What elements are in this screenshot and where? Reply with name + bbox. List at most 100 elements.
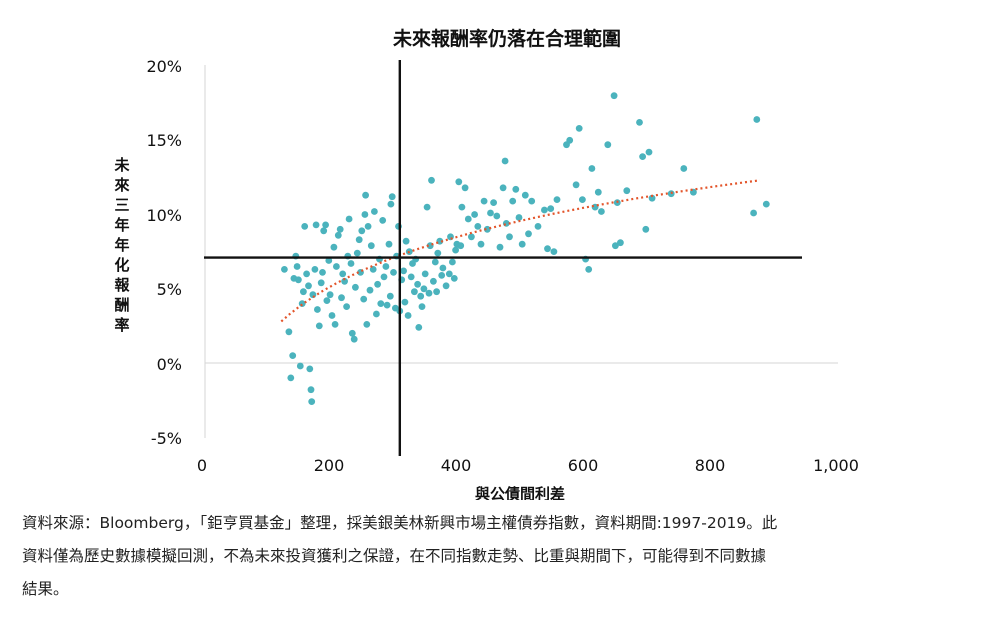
data-point: [306, 365, 314, 373]
data-point: [343, 303, 350, 310]
data-point: [680, 165, 688, 172]
data-point: [550, 248, 558, 256]
data-point: [544, 245, 551, 253]
data-point: [447, 233, 454, 241]
data-point: [360, 295, 368, 303]
data-point: [328, 312, 336, 319]
data-point: [353, 249, 361, 257]
data-point: [515, 214, 523, 221]
data-point: [348, 329, 356, 337]
data-point: [295, 276, 302, 284]
data-point: [474, 223, 482, 230]
data-point: [449, 258, 456, 266]
data-point: [623, 187, 631, 195]
data-point: [369, 266, 377, 273]
footnote-line: 結果。: [22, 580, 69, 598]
data-point: [417, 292, 425, 300]
data-point: [610, 92, 618, 100]
data-point: [509, 197, 517, 205]
data-point: [450, 275, 458, 282]
data-point: [423, 203, 431, 211]
chart-title: 未來報酬率仍落在合理範圍: [392, 27, 621, 50]
data-point: [425, 289, 433, 297]
data-point: [455, 178, 463, 186]
data-point: [385, 240, 393, 248]
data-point: [547, 205, 555, 213]
data-point: [300, 288, 307, 296]
data-point: [458, 203, 466, 211]
data-point: [414, 280, 421, 288]
data-point: [374, 280, 381, 288]
data-point: [420, 285, 428, 293]
data-point: [438, 272, 446, 279]
data-point: [499, 184, 507, 192]
data-point: [373, 310, 380, 318]
data-point: [404, 312, 412, 319]
data-point: [512, 185, 520, 193]
data-point: [285, 328, 293, 336]
data-point: [585, 266, 593, 273]
data-point: [322, 221, 329, 229]
data-point: [415, 324, 423, 331]
y-tick-label: 20%: [146, 57, 182, 76]
y-tick-label: 0%: [157, 355, 182, 374]
data-point: [362, 191, 369, 199]
data-point: [355, 236, 363, 244]
data-point: [762, 200, 770, 208]
data-point: [366, 286, 374, 294]
data-point: [379, 217, 387, 224]
data-point: [541, 206, 548, 214]
x-tick-label: 800: [695, 456, 726, 475]
data-point: [338, 294, 345, 302]
data-point: [305, 282, 312, 290]
data-point: [431, 258, 439, 266]
data-point: [572, 181, 580, 189]
data-point: [496, 243, 504, 251]
data-point: [311, 266, 319, 273]
data-point: [293, 263, 301, 270]
data-point: [334, 231, 342, 239]
data-point: [287, 374, 295, 382]
data-point: [325, 257, 333, 264]
data-point: [468, 233, 475, 241]
footnote-line: 資料僅為歷史數據模擬回測，不為未來投資獲利之保證，在不同指數走勢、比重與期間下，…: [22, 547, 767, 565]
data-point: [553, 196, 561, 204]
data-point: [439, 264, 447, 272]
data-point: [317, 279, 325, 287]
data-point: [521, 191, 529, 199]
data-point: [298, 300, 306, 307]
data-point: [407, 273, 415, 281]
data-point: [388, 193, 396, 201]
data-point: [333, 263, 340, 270]
data-point: [750, 209, 757, 217]
data-point: [296, 362, 304, 370]
data-point: [645, 148, 653, 156]
data-point: [341, 277, 348, 285]
footnote-line: 資料來源：Bloomberg，「鉅亨買基金」整理，採美銀美林新興市場主權債券指數…: [22, 514, 778, 532]
data-point: [433, 288, 440, 296]
data-point: [377, 300, 385, 307]
data-point: [487, 209, 494, 217]
x-tick-label: 0: [197, 456, 207, 475]
y-tick-label: 15%: [146, 131, 182, 150]
data-point: [383, 301, 391, 309]
data-point: [308, 398, 316, 405]
data-point: [525, 230, 532, 238]
y-tick-label: -5%: [151, 429, 182, 448]
y-tick-label: 5%: [157, 280, 182, 299]
y-tick-labels: 20% 15% 10% 5% 0% -5%: [146, 57, 182, 448]
data-point: [339, 270, 347, 278]
data-point: [361, 211, 369, 218]
data-point: [452, 246, 459, 254]
data-point: [358, 227, 366, 235]
data-point: [457, 242, 465, 250]
data-point: [612, 242, 619, 250]
data-point: [336, 225, 344, 233]
data-point: [636, 119, 643, 126]
x-tick-label: 600: [568, 456, 599, 475]
data-point: [617, 239, 624, 247]
data-point: [594, 188, 602, 196]
data-point: [364, 223, 372, 230]
data-point: [483, 225, 491, 233]
data-point: [301, 223, 309, 230]
